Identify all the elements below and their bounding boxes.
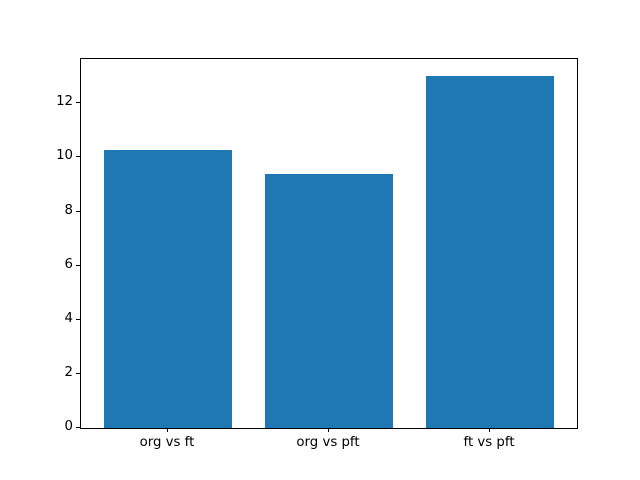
y-tick-label: 0 <box>64 419 73 435</box>
y-tick-mark <box>76 102 80 104</box>
y-tick-label: 4 <box>64 310 73 326</box>
y-tick-mark <box>76 156 80 158</box>
bar-org-vs-ft <box>103 150 233 429</box>
y-tick-label: 2 <box>64 365 73 381</box>
y-tick-label: 10 <box>56 148 73 164</box>
x-tick-mark <box>328 428 329 433</box>
bar-ft-vs-pft <box>425 76 555 429</box>
x-tick-label: org vs pft <box>296 434 360 450</box>
y-tick-label: 8 <box>64 202 73 218</box>
y-tick-mark <box>76 210 80 212</box>
plot-area <box>80 57 578 430</box>
y-tick-label: 12 <box>56 94 73 110</box>
bar-org-vs-pft <box>264 174 394 429</box>
x-tick-mark <box>489 428 491 433</box>
x-tick-label: org vs ft <box>139 434 195 450</box>
y-tick-mark <box>76 373 80 375</box>
y-tick-mark <box>76 264 80 266</box>
x-tick-mark <box>166 428 168 433</box>
y-tick-mark <box>76 427 80 429</box>
y-tick-label: 6 <box>64 256 73 272</box>
x-tick-label: ft vs pft <box>463 434 515 450</box>
y-tick-mark <box>76 318 80 320</box>
